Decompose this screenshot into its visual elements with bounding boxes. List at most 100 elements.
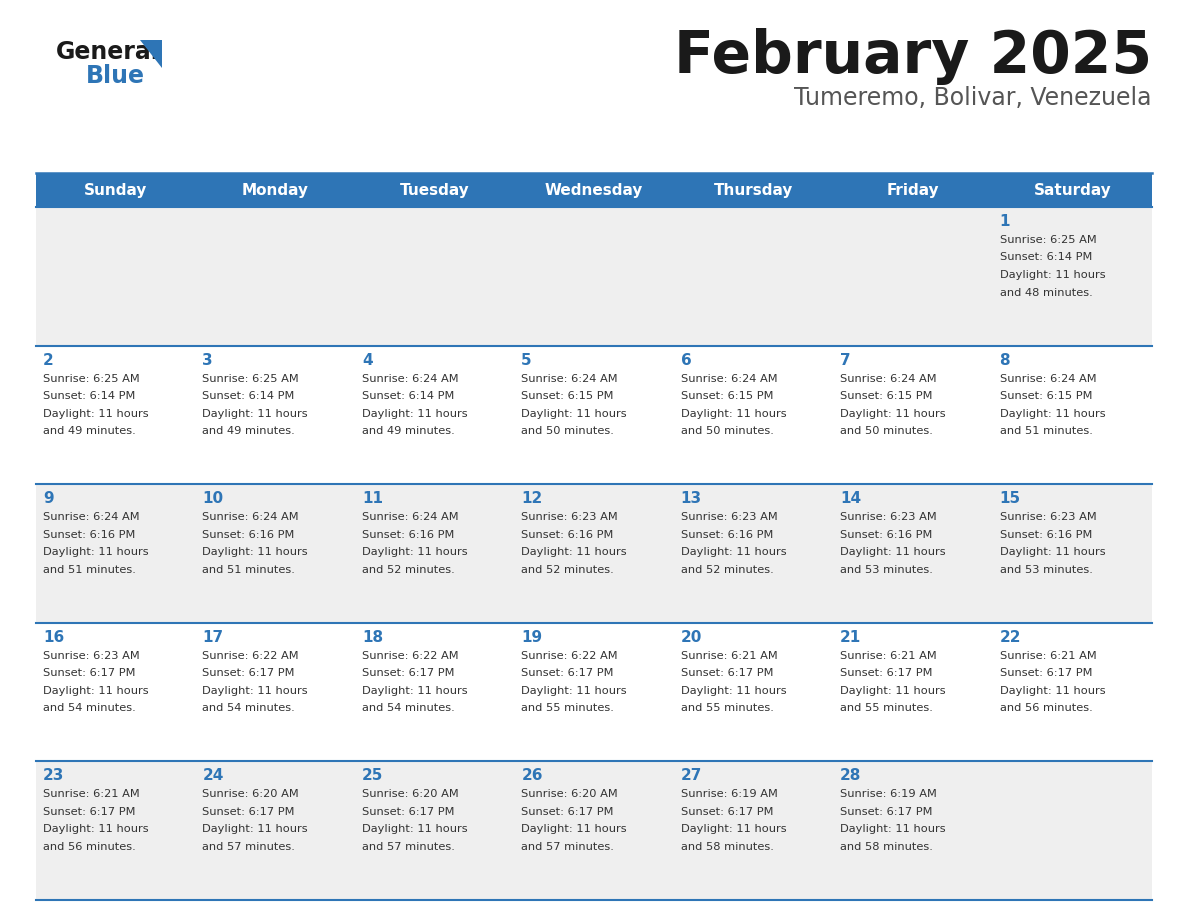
Text: and 55 minutes.: and 55 minutes.	[522, 703, 614, 713]
Bar	[355, 761, 514, 900]
Text: Sunrise: 6:21 AM: Sunrise: 6:21 AM	[840, 651, 937, 661]
Bar	[36, 761, 196, 900]
Text: Daylight: 11 hours: Daylight: 11 hours	[999, 686, 1105, 696]
Text: Sunrise: 6:20 AM: Sunrise: 6:20 AM	[202, 789, 299, 800]
Text: Sunrise: 6:19 AM: Sunrise: 6:19 AM	[840, 789, 937, 800]
Text: 13: 13	[681, 491, 702, 506]
Text: and 54 minutes.: and 54 minutes.	[202, 703, 295, 713]
Text: Sunset: 6:17 PM: Sunset: 6:17 PM	[840, 668, 933, 678]
Text: Sunset: 6:14 PM: Sunset: 6:14 PM	[999, 252, 1092, 263]
Text: Sunset: 6:17 PM: Sunset: 6:17 PM	[840, 807, 933, 817]
Bar	[36, 484, 196, 622]
Text: and 49 minutes.: and 49 minutes.	[202, 426, 295, 436]
Text: and 56 minutes.: and 56 minutes.	[43, 842, 135, 852]
Text: Sunrise: 6:23 AM: Sunrise: 6:23 AM	[43, 651, 140, 661]
Text: Daylight: 11 hours: Daylight: 11 hours	[681, 824, 786, 834]
Text: and 49 minutes.: and 49 minutes.	[362, 426, 455, 436]
Text: Sunset: 6:16 PM: Sunset: 6:16 PM	[681, 530, 773, 540]
Bar	[674, 207, 833, 345]
Text: 18: 18	[362, 630, 383, 644]
Text: Daylight: 11 hours: Daylight: 11 hours	[999, 547, 1105, 557]
Bar	[833, 761, 992, 900]
Text: 25: 25	[362, 768, 384, 783]
Bar	[674, 622, 833, 761]
Text: Sunset: 6:14 PM: Sunset: 6:14 PM	[43, 391, 135, 401]
Text: Daylight: 11 hours: Daylight: 11 hours	[840, 409, 946, 419]
Text: Sunrise: 6:25 AM: Sunrise: 6:25 AM	[43, 374, 140, 384]
Text: Sunset: 6:16 PM: Sunset: 6:16 PM	[362, 530, 454, 540]
Text: Sunrise: 6:23 AM: Sunrise: 6:23 AM	[522, 512, 618, 522]
Text: and 51 minutes.: and 51 minutes.	[43, 565, 135, 575]
Text: Sunset: 6:16 PM: Sunset: 6:16 PM	[840, 530, 933, 540]
Bar	[514, 484, 674, 622]
Text: and 57 minutes.: and 57 minutes.	[202, 842, 296, 852]
Text: and 58 minutes.: and 58 minutes.	[681, 842, 773, 852]
Text: and 54 minutes.: and 54 minutes.	[362, 703, 455, 713]
Bar	[674, 173, 833, 207]
Bar	[992, 207, 1152, 345]
Text: 9: 9	[43, 491, 53, 506]
Text: Daylight: 11 hours: Daylight: 11 hours	[43, 824, 148, 834]
Bar	[196, 173, 355, 207]
Text: Sunset: 6:17 PM: Sunset: 6:17 PM	[362, 807, 454, 817]
Text: Sunset: 6:17 PM: Sunset: 6:17 PM	[202, 668, 295, 678]
Text: and 51 minutes.: and 51 minutes.	[202, 565, 296, 575]
Text: Sunset: 6:17 PM: Sunset: 6:17 PM	[202, 807, 295, 817]
Bar	[36, 345, 196, 484]
Text: Daylight: 11 hours: Daylight: 11 hours	[362, 824, 468, 834]
Text: Sunset: 6:15 PM: Sunset: 6:15 PM	[522, 391, 614, 401]
Text: Daylight: 11 hours: Daylight: 11 hours	[681, 409, 786, 419]
Text: Daylight: 11 hours: Daylight: 11 hours	[202, 409, 308, 419]
Text: and 56 minutes.: and 56 minutes.	[999, 703, 1092, 713]
Text: Daylight: 11 hours: Daylight: 11 hours	[840, 547, 946, 557]
Text: Daylight: 11 hours: Daylight: 11 hours	[522, 409, 627, 419]
Bar	[196, 345, 355, 484]
Bar	[992, 173, 1152, 207]
Text: Sunset: 6:15 PM: Sunset: 6:15 PM	[840, 391, 933, 401]
Text: 12: 12	[522, 491, 543, 506]
Text: and 49 minutes.: and 49 minutes.	[43, 426, 135, 436]
Text: Daylight: 11 hours: Daylight: 11 hours	[522, 547, 627, 557]
Text: 26: 26	[522, 768, 543, 783]
Text: Sunrise: 6:24 AM: Sunrise: 6:24 AM	[202, 512, 299, 522]
Text: and 55 minutes.: and 55 minutes.	[840, 703, 933, 713]
Text: Daylight: 11 hours: Daylight: 11 hours	[522, 686, 627, 696]
Text: Sunrise: 6:24 AM: Sunrise: 6:24 AM	[522, 374, 618, 384]
Bar	[36, 207, 196, 345]
Polygon shape	[140, 40, 162, 68]
Text: Sunrise: 6:24 AM: Sunrise: 6:24 AM	[43, 512, 140, 522]
Bar	[355, 345, 514, 484]
Bar	[674, 761, 833, 900]
Text: Sunrise: 6:20 AM: Sunrise: 6:20 AM	[522, 789, 618, 800]
Text: Sunset: 6:17 PM: Sunset: 6:17 PM	[43, 807, 135, 817]
Text: 10: 10	[202, 491, 223, 506]
Text: Sunrise: 6:22 AM: Sunrise: 6:22 AM	[362, 651, 459, 661]
Text: Daylight: 11 hours: Daylight: 11 hours	[43, 547, 148, 557]
Text: and 48 minutes.: and 48 minutes.	[999, 287, 1092, 297]
Text: Sunset: 6:16 PM: Sunset: 6:16 PM	[202, 530, 295, 540]
Text: Sunrise: 6:22 AM: Sunrise: 6:22 AM	[522, 651, 618, 661]
Text: Friday: Friday	[886, 183, 940, 197]
Text: Daylight: 11 hours: Daylight: 11 hours	[522, 824, 627, 834]
Text: and 57 minutes.: and 57 minutes.	[362, 842, 455, 852]
Text: 17: 17	[202, 630, 223, 644]
Bar	[992, 484, 1152, 622]
Bar	[196, 622, 355, 761]
Bar	[514, 345, 674, 484]
Text: Sunrise: 6:21 AM: Sunrise: 6:21 AM	[999, 651, 1097, 661]
Text: 21: 21	[840, 630, 861, 644]
Text: Sunrise: 6:20 AM: Sunrise: 6:20 AM	[362, 789, 459, 800]
Text: Daylight: 11 hours: Daylight: 11 hours	[43, 409, 148, 419]
Text: and 50 minutes.: and 50 minutes.	[522, 426, 614, 436]
Text: Sunset: 6:17 PM: Sunset: 6:17 PM	[43, 668, 135, 678]
Bar	[674, 484, 833, 622]
Text: Monday: Monday	[241, 183, 309, 197]
Text: General: General	[56, 40, 160, 64]
Text: and 53 minutes.: and 53 minutes.	[999, 565, 1093, 575]
Bar	[355, 173, 514, 207]
Text: and 55 minutes.: and 55 minutes.	[681, 703, 773, 713]
Bar	[36, 622, 196, 761]
Text: Sunset: 6:14 PM: Sunset: 6:14 PM	[202, 391, 295, 401]
Bar	[196, 484, 355, 622]
Text: Sunrise: 6:21 AM: Sunrise: 6:21 AM	[43, 789, 140, 800]
